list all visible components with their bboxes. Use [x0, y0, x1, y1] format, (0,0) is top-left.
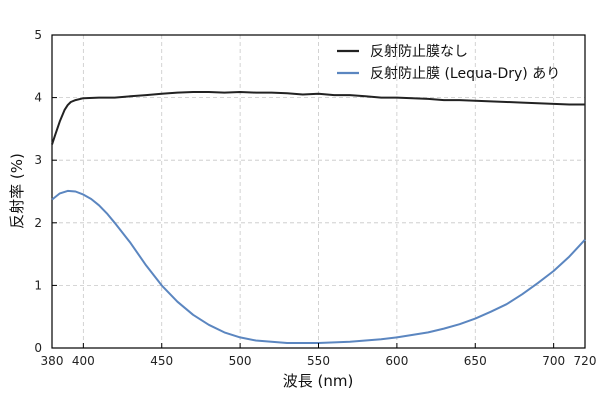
legend-label-lequa-dry: 反射防止膜 (Lequa-Dry) あり: [370, 66, 560, 82]
series-line-1: [51, 189, 586, 344]
x-tick-label: 500: [229, 354, 252, 368]
y-tick-label: 0: [34, 341, 42, 355]
y-tick-label: 2: [34, 216, 42, 230]
y-tick-label: 1: [34, 278, 42, 292]
y-tick-label: 4: [34, 91, 42, 105]
x-tick-label: 700: [542, 354, 565, 368]
x-tick-label: 450: [150, 354, 173, 368]
series-line-0: [51, 91, 585, 145]
x-tick-label: 400: [72, 354, 95, 368]
series-lines: [51, 91, 586, 344]
y-axis-title: 反射率 (%): [8, 153, 26, 229]
x-tick-label: 380: [41, 354, 64, 368]
x-tick-label: 650: [464, 354, 487, 368]
x-tick-label: 550: [307, 354, 330, 368]
y-tick-label: 5: [34, 28, 42, 42]
x-axis-title: 波長 (nm): [283, 372, 354, 390]
y-tick-label: 3: [34, 153, 42, 167]
legend-label-no-coating: 反射防止膜なし: [370, 44, 468, 60]
x-tick-label: 720: [574, 354, 597, 368]
legend: 反射防止膜なし 反射防止膜 (Lequa-Dry) あり: [337, 44, 560, 82]
x-tick-label: 600: [385, 354, 408, 368]
axis-ticks: 380 400 450 500 550 600 650 700 720 0 1 2 3 4 5: [34, 28, 596, 368]
grid-lines: [52, 35, 585, 348]
